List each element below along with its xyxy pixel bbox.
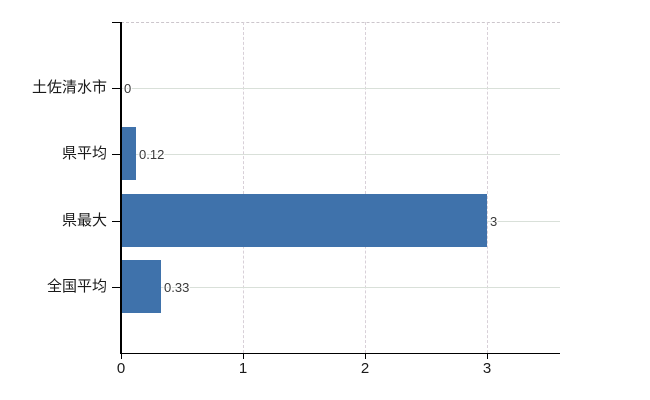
gridline-vertical xyxy=(243,22,244,353)
x-tick xyxy=(121,354,122,359)
value-label: 3 xyxy=(490,214,498,229)
value-label: 0.33 xyxy=(164,280,190,295)
gridline-horizontal xyxy=(121,287,560,288)
value-label: 0.12 xyxy=(139,147,165,162)
value-label: 0 xyxy=(124,81,132,96)
x-axis-line xyxy=(120,353,560,354)
y-tick xyxy=(112,221,120,222)
x-tick-label-2: 2 xyxy=(360,360,370,377)
x-tick-label-3: 3 xyxy=(482,360,492,377)
y-axis-line xyxy=(120,22,122,353)
category-label-全国平均: 全国平均 xyxy=(46,278,107,295)
plot-area: 0 0.12 3 0.33 xyxy=(112,22,560,359)
gridline-vertical xyxy=(365,22,366,353)
x-tick xyxy=(365,354,366,359)
bar-全国平均 xyxy=(121,260,161,313)
gridline-vertical xyxy=(487,22,488,353)
x-tick xyxy=(487,354,488,359)
plot-top-border xyxy=(121,22,560,23)
x-tick-label-1: 1 xyxy=(238,360,248,377)
y-tick xyxy=(112,154,120,155)
category-label-土佐清水市: 土佐清水市 xyxy=(31,79,107,96)
y-tick xyxy=(112,287,120,288)
bar-県最大 xyxy=(121,194,487,247)
y-tick xyxy=(112,88,120,89)
category-label-県最大: 県最大 xyxy=(61,212,107,229)
gridline-horizontal xyxy=(121,88,560,89)
y-axis-top-tick xyxy=(112,22,120,23)
bar-県平均 xyxy=(121,127,136,180)
gridline-horizontal xyxy=(121,154,560,155)
x-tick xyxy=(243,354,244,359)
category-label-県平均: 県平均 xyxy=(61,145,107,162)
x-tick-label-0: 0 xyxy=(116,360,126,377)
